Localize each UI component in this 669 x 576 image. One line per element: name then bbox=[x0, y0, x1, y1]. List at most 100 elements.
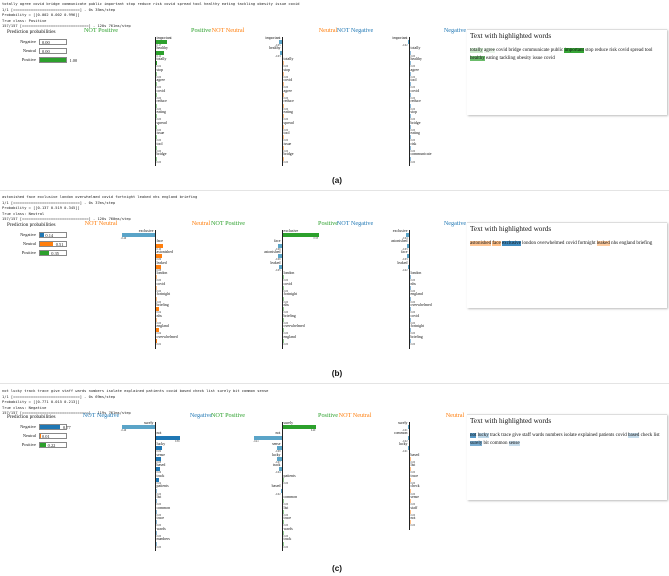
explanation-neutral-not-title: NOT Neutral bbox=[338, 412, 372, 419]
feature-label: london bbox=[283, 271, 295, 276]
console-line: astonished face exclusive london overwhe… bbox=[2, 195, 198, 199]
prob-value: 1.00 bbox=[69, 58, 78, 63]
feature-bar bbox=[409, 339, 411, 343]
feature-weight: 0.04 bbox=[156, 332, 162, 336]
feature-bar bbox=[155, 275, 157, 280]
feature-bar bbox=[282, 93, 284, 97]
feature-label: patients bbox=[283, 473, 296, 478]
feature-bar bbox=[282, 307, 284, 312]
feature-weight: 0.00 bbox=[283, 118, 289, 122]
feature-weight: 0.00 bbox=[410, 332, 416, 336]
feature-bar bbox=[155, 435, 181, 440]
word: eating bbox=[485, 56, 499, 61]
feature-label: briefing bbox=[156, 303, 169, 307]
word: fortnight bbox=[578, 241, 596, 246]
feature-weight: 0.08 bbox=[156, 460, 162, 464]
feature-bar bbox=[155, 93, 157, 97]
feature-bar bbox=[155, 296, 157, 301]
feature-label: common bbox=[393, 431, 408, 436]
prob-row-positive: Positive 0.35 bbox=[4, 250, 84, 256]
feature-bar bbox=[276, 446, 282, 451]
prob-label: Negative bbox=[20, 424, 36, 429]
feature-weight: 0.00 bbox=[156, 150, 162, 153]
highlighted-word: leaked bbox=[596, 241, 610, 246]
feature-weight: 0.04 bbox=[156, 311, 162, 315]
prob-value: 0.01 bbox=[42, 434, 50, 439]
word: wards bbox=[532, 433, 545, 438]
highlighted-word: not bbox=[470, 433, 477, 438]
feature-weight: 0.00 bbox=[410, 86, 416, 90]
word: check bbox=[640, 433, 653, 438]
feature-weight: 0.04 bbox=[156, 482, 162, 485]
feature-weight: -0.03 bbox=[275, 54, 281, 58]
feature-weight: 0.00 bbox=[156, 75, 162, 79]
feature-label: stop bbox=[283, 67, 291, 72]
feature-weight: -0.03 bbox=[402, 258, 408, 262]
feature-weight: -0.05 bbox=[275, 268, 281, 272]
prob-bar-fill bbox=[40, 233, 44, 237]
feature-weight: 0.00 bbox=[410, 107, 416, 111]
feature-weight: 0.00 bbox=[410, 343, 416, 346]
word: covid bbox=[565, 241, 577, 246]
word: public bbox=[550, 48, 564, 53]
feature-label: surely bbox=[283, 420, 294, 425]
feature-label: agree bbox=[156, 78, 165, 83]
feature-bar bbox=[409, 71, 411, 76]
feature-bar bbox=[282, 233, 319, 237]
feature-label: list bbox=[156, 495, 162, 499]
feature-bar bbox=[282, 71, 284, 76]
feature-label: london bbox=[410, 271, 422, 276]
feature-label: tool bbox=[283, 131, 290, 136]
explanation-neutral-title: Neutral bbox=[445, 412, 465, 419]
feature-label: list bbox=[283, 505, 289, 510]
feature-weight: 0.00 bbox=[156, 128, 162, 132]
feature-weight: 0.00 bbox=[156, 86, 162, 90]
feature-bar bbox=[277, 243, 282, 248]
feature-bar bbox=[282, 146, 284, 150]
feature-bar bbox=[155, 446, 162, 451]
word: covid bbox=[543, 56, 555, 61]
highlighted-text: totally agree covid bridge communicate p… bbox=[470, 47, 660, 63]
feature-weight: 0.00 bbox=[283, 86, 289, 90]
feature-weight: 0.17 bbox=[156, 44, 162, 47]
word: spread bbox=[630, 48, 644, 53]
highlighted-word: surely bbox=[470, 441, 483, 446]
feature-weight: 0.00 bbox=[410, 128, 416, 132]
feature-bar bbox=[155, 339, 158, 343]
figure-panel-c: not lucky track trace give staff wards n… bbox=[0, 385, 669, 576]
feature-bar bbox=[155, 541, 157, 546]
feature-weight: -0.49 bbox=[120, 237, 127, 240]
feature-label: lucky bbox=[156, 442, 166, 446]
feature-weight: 0.00 bbox=[410, 492, 416, 496]
feature-weight: 0.00 bbox=[410, 279, 416, 283]
feature-weight: 0.00 bbox=[410, 139, 416, 143]
feature-bar bbox=[282, 425, 317, 429]
prob-label: Negative bbox=[20, 39, 36, 44]
feature-bar bbox=[409, 488, 411, 493]
feature-bar bbox=[409, 61, 411, 66]
feature-label: covid bbox=[283, 78, 293, 83]
feature-bar bbox=[282, 103, 284, 108]
feature-label: spread bbox=[283, 120, 294, 125]
feature-label: communicate bbox=[410, 152, 432, 157]
prob-bar: 0.22 bbox=[39, 442, 67, 448]
feature-label: covid bbox=[156, 88, 166, 93]
feature-bar bbox=[282, 541, 284, 546]
feature-weight: -0.06 bbox=[275, 258, 281, 262]
feature-label: trace bbox=[156, 516, 165, 521]
highlighted-word: agree bbox=[484, 48, 495, 53]
prob-value: 0.00 bbox=[42, 49, 50, 54]
feature-bar bbox=[282, 296, 284, 301]
feature-label: healthy bbox=[156, 46, 168, 51]
feature-weight: -0.02 bbox=[402, 439, 408, 443]
explanation-positive-axis bbox=[155, 37, 156, 167]
feature-label: risk bbox=[410, 141, 417, 146]
explanation-negative-not-title: NOT Negative bbox=[82, 412, 120, 419]
word: covid bbox=[496, 48, 508, 53]
explanation-positive-not-title: NOT Positive bbox=[210, 412, 246, 419]
feature-weight: 0.00 bbox=[283, 75, 289, 79]
feature-bar bbox=[254, 435, 282, 440]
prob-row-neutral: Neutral 0.51 bbox=[4, 241, 84, 247]
explanation-neutral-axis bbox=[155, 230, 156, 349]
feature-label: common bbox=[283, 495, 298, 499]
